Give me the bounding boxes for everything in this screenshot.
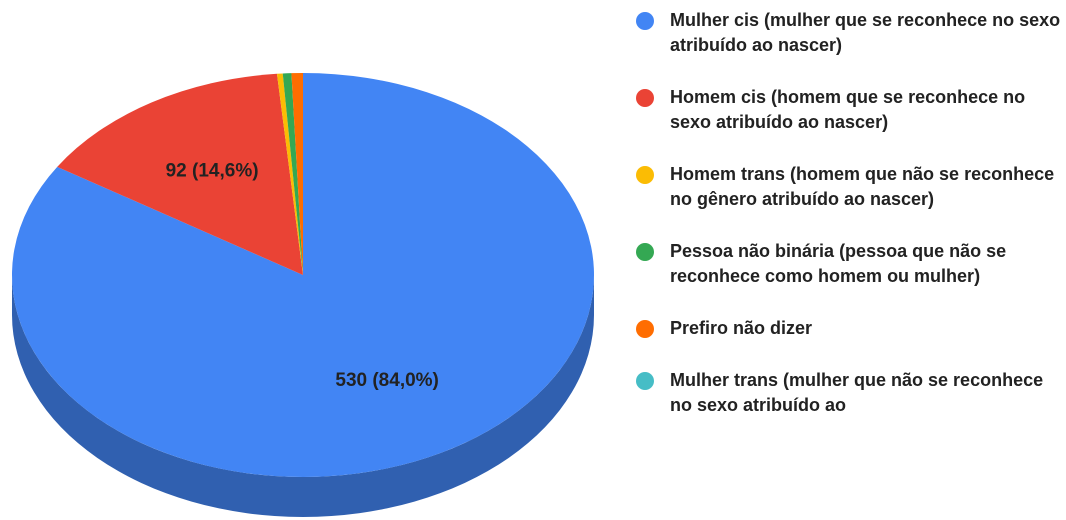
legend-item: Homem trans (homem que não se reconhece … — [636, 162, 1064, 212]
legend-label: Mulher trans (mulher que não se reconhec… — [670, 370, 1044, 415]
legend-swatch — [636, 166, 654, 184]
legend-swatch — [636, 12, 654, 30]
legend-item: Mulher trans (mulher que não se reconhec… — [636, 368, 1064, 418]
legend-label: Homem cis (homem que se reconhece no sex… — [670, 87, 1026, 132]
data-label: 92 (14,6%) — [166, 161, 259, 182]
legend-label: Mulher cis (mulher que se reconhece no s… — [670, 10, 1061, 55]
legend-label: Pessoa não binária (pessoa que não se re… — [670, 241, 1007, 286]
legend-swatch — [636, 89, 654, 107]
legend-item: Prefiro não dizer — [636, 316, 1064, 341]
chart: 530 (84,0%) 92 (14,6%) — [12, 73, 595, 517]
pie-slice — [282, 73, 303, 275]
legend-item: Mulher cis (mulher que se reconhece no s… — [636, 8, 1064, 58]
legend-swatch — [636, 243, 654, 261]
legend-label: Prefiro não dizer — [670, 318, 813, 338]
pie-slice — [12, 73, 595, 477]
pie-slice — [57, 73, 303, 276]
pie-side — [12, 275, 594, 517]
legend-swatch — [636, 372, 654, 390]
pie-slice — [276, 73, 303, 275]
legend-label: Homem trans (homem que não se reconhece … — [670, 164, 1055, 209]
legend-item: Homem cis (homem que se reconhece no sex… — [636, 85, 1064, 135]
pie-slice — [291, 73, 303, 275]
data-label: 530 (84,0%) — [335, 370, 439, 391]
legend: Mulher cis (mulher que se reconhece no s… — [636, 8, 1064, 445]
legend-swatch — [636, 320, 654, 338]
legend-item: Pessoa não binária (pessoa que não se re… — [636, 239, 1064, 289]
